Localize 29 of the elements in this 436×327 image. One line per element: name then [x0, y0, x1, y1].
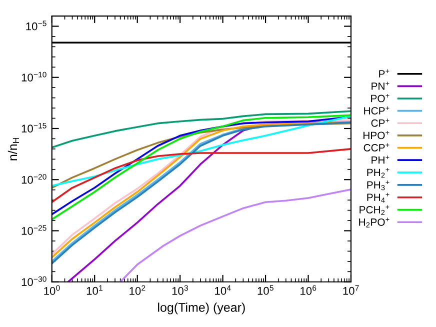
legend-label: PO$^{+}$ — [371, 94, 390, 102]
x-tick-label: 10$^{0}$ — [44, 285, 60, 295]
legend-label: PH$_{3}$$^{+}$ — [367, 180, 390, 190]
legend-label: PH$^{+}$ — [372, 156, 390, 164]
x-tick-label: 10$^{6}$ — [300, 285, 316, 295]
y-tick-label: 10$^{−5}$ — [26, 20, 46, 30]
x-tick-label: 10$^{1}$ — [86, 285, 102, 295]
x-tick-label: 10$^{2}$ — [130, 285, 146, 295]
x-tick-label: 10$^{4}$ — [215, 285, 231, 295]
x-axis-title: log(Time) (year) — [158, 302, 245, 314]
legend-label: H$_{2}$PO$^{+}$ — [359, 218, 390, 228]
legend-label: HPO$^{+}$ — [364, 130, 390, 140]
legend-label: CCP$^{+}$ — [364, 143, 390, 152]
legend-label: P$^{+}$ — [379, 69, 390, 78]
y-tick-label: 10$^{−15}$ — [22, 122, 46, 133]
x-tick-label: 10$^{3}$ — [172, 285, 188, 295]
y-tick-label: 10$^{−20}$ — [22, 174, 46, 184]
y-tick-label: 10$^{−25}$ — [22, 225, 46, 235]
y-axis-title: n/n$_{H}$ — [8, 138, 19, 160]
x-tick-label: 10$^{5}$ — [258, 285, 274, 295]
legend-label: PH$_{2}$$^{+}$ — [367, 168, 390, 178]
legend-label: CP$^{+}$ — [371, 118, 390, 127]
legend-label: PN$^{+}$ — [372, 82, 390, 90]
x-tick-label: 10$^{7}$ — [343, 285, 359, 295]
legend-label: PCH$_{2}$$^{+}$ — [360, 205, 390, 215]
legend-label: PH$_{4}$$^{+}$ — [367, 192, 390, 203]
y-tick-label: 10$^{−30}$ — [22, 276, 46, 286]
legend-label: HCP$^{+}$ — [364, 106, 390, 114]
y-tick-label: 10$^{−10}$ — [22, 72, 46, 82]
